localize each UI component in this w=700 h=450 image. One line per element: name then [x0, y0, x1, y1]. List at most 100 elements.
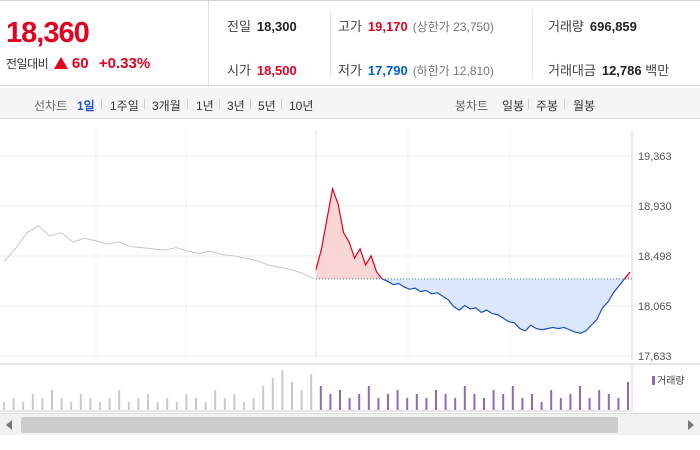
stat-amount: 거래대금 12,786 백만: [548, 60, 669, 79]
tab-daily-candle[interactable]: 일봉: [502, 99, 525, 113]
y-tick-label: 19,363: [638, 151, 672, 163]
volume-bar: [579, 386, 581, 410]
tab-divider: [101, 99, 102, 109]
tab-5year[interactable]: 5년: [258, 99, 276, 113]
volume-bar: [348, 398, 351, 410]
tab-weekly-candle[interactable]: 주봉: [536, 99, 559, 113]
volume-bar: [262, 386, 265, 410]
volume-bar: [127, 402, 130, 410]
volume-value: 696,859: [589, 19, 637, 34]
volume-bar: [598, 390, 601, 410]
y-tick-label: 18,498: [638, 251, 672, 263]
volume-bar: [31, 394, 34, 410]
scroll-left-icon[interactable]: [6, 420, 12, 430]
stat-low: 저가 17,790 (하한가 12,810): [338, 60, 494, 79]
change-value: 60: [71, 55, 89, 72]
volume-bar: [329, 394, 332, 410]
tab-divider: [219, 99, 220, 109]
up-line-2: [624, 271, 631, 280]
volume-bar: [377, 398, 380, 410]
price-box: 18,360 전일대비 60 +0.33%: [0, 1, 209, 87]
volume-bar: [79, 394, 82, 410]
low-value: 17,790: [367, 63, 408, 78]
y-tick-label: 18,930: [638, 201, 672, 213]
volume-bar: [89, 398, 92, 410]
amount-value: 12,786: [601, 63, 642, 78]
volume-bar: [406, 398, 409, 410]
change-row: 전일대비 60 +0.33%: [6, 55, 150, 72]
volume-bar: [233, 394, 236, 410]
volume-bar: [339, 390, 341, 410]
tab-divider: [250, 99, 251, 109]
volume-bar: [156, 402, 159, 410]
amount-label: 거래대금: [548, 63, 596, 78]
volume-bar: [271, 378, 274, 410]
down-area-1: [382, 278, 625, 334]
chart-scrollbar[interactable]: [0, 413, 700, 435]
up-line-0: [315, 186, 383, 280]
upper-limit: (상한가 23,750): [412, 20, 494, 34]
tab-1year[interactable]: 1년: [196, 99, 214, 113]
line-chart-label: 선차트: [34, 99, 68, 113]
stat-volume: 거래량 696,859: [548, 16, 637, 35]
change-label: 전일대비: [6, 57, 49, 71]
up-area-0: [316, 188, 383, 279]
volume-bar: [396, 390, 399, 410]
tab-1day[interactable]: 1일: [77, 99, 95, 113]
volume-bar: [147, 394, 149, 410]
volume-bar: [511, 386, 514, 410]
prev-day-line: [3, 225, 315, 280]
quote-summary: 18,360 전일대비 60 +0.33% 전일 18,300 시가 18,500 …: [0, 0, 700, 87]
tab-1week[interactable]: 1주일: [110, 99, 139, 113]
open-value: 18,500: [256, 63, 297, 78]
scroll-right-icon[interactable]: [688, 420, 694, 430]
volume-bar: [70, 402, 73, 410]
tab-divider: [528, 99, 529, 109]
volume-bar: [185, 394, 188, 410]
volume-bar: [291, 382, 293, 410]
volume-bar: [415, 394, 418, 410]
volume-legend-label: 거래량: [657, 376, 685, 387]
candle-chart-label: 봉차트: [455, 99, 489, 113]
volume-bar: [3, 402, 5, 410]
tab-3year[interactable]: 3년: [227, 99, 245, 113]
volume-bar: [492, 390, 495, 410]
tab-3month[interactable]: 3개월: [152, 99, 181, 113]
volume-bar: [300, 390, 303, 410]
y-tick-label: 18,065: [638, 301, 672, 313]
price-area: [316, 188, 630, 334]
volume-bar: [444, 394, 447, 410]
volume-bar: [118, 390, 121, 410]
volume-bar: [51, 390, 53, 410]
volume-bar: [454, 398, 457, 410]
tab-10year[interactable]: 10년: [289, 99, 314, 113]
volume-bar: [204, 402, 207, 410]
chart-tab-bar: 선차트 1일 1주일 3개월 1년 3년 5년 10년 봉차트 일봉 주봉 월봉: [0, 88, 700, 119]
high-label: 고가: [338, 19, 362, 34]
down-line-1: [381, 278, 625, 334]
chart-grid: [0, 130, 700, 412]
divider: [532, 11, 533, 77]
volume-bar: [435, 390, 437, 410]
volume-bar: [358, 394, 361, 410]
scroll-thumb[interactable]: [21, 417, 618, 433]
volume-legend-swatch: [652, 376, 655, 385]
open-label: 시가: [227, 63, 251, 78]
high-value: 19,170: [367, 19, 408, 34]
volume-bar: [550, 390, 553, 410]
volume-bar: [521, 398, 524, 410]
volume-bar: [588, 398, 591, 410]
volume-bar: [243, 402, 245, 410]
change-rate: +0.33%: [98, 55, 151, 72]
stat-open: 시가 18,500: [227, 60, 297, 79]
prev-close-label: 전일: [227, 19, 251, 34]
volume-bar: [627, 382, 629, 410]
tab-divider: [187, 99, 188, 109]
up-arrow-icon: [53, 57, 68, 69]
volume-bar: [569, 394, 572, 410]
volume-bar: [214, 390, 217, 410]
volume-bar: [137, 398, 140, 410]
volume-bar: [483, 398, 485, 410]
tab-monthly-candle[interactable]: 월봉: [573, 99, 596, 113]
volume-bar: [41, 398, 44, 410]
